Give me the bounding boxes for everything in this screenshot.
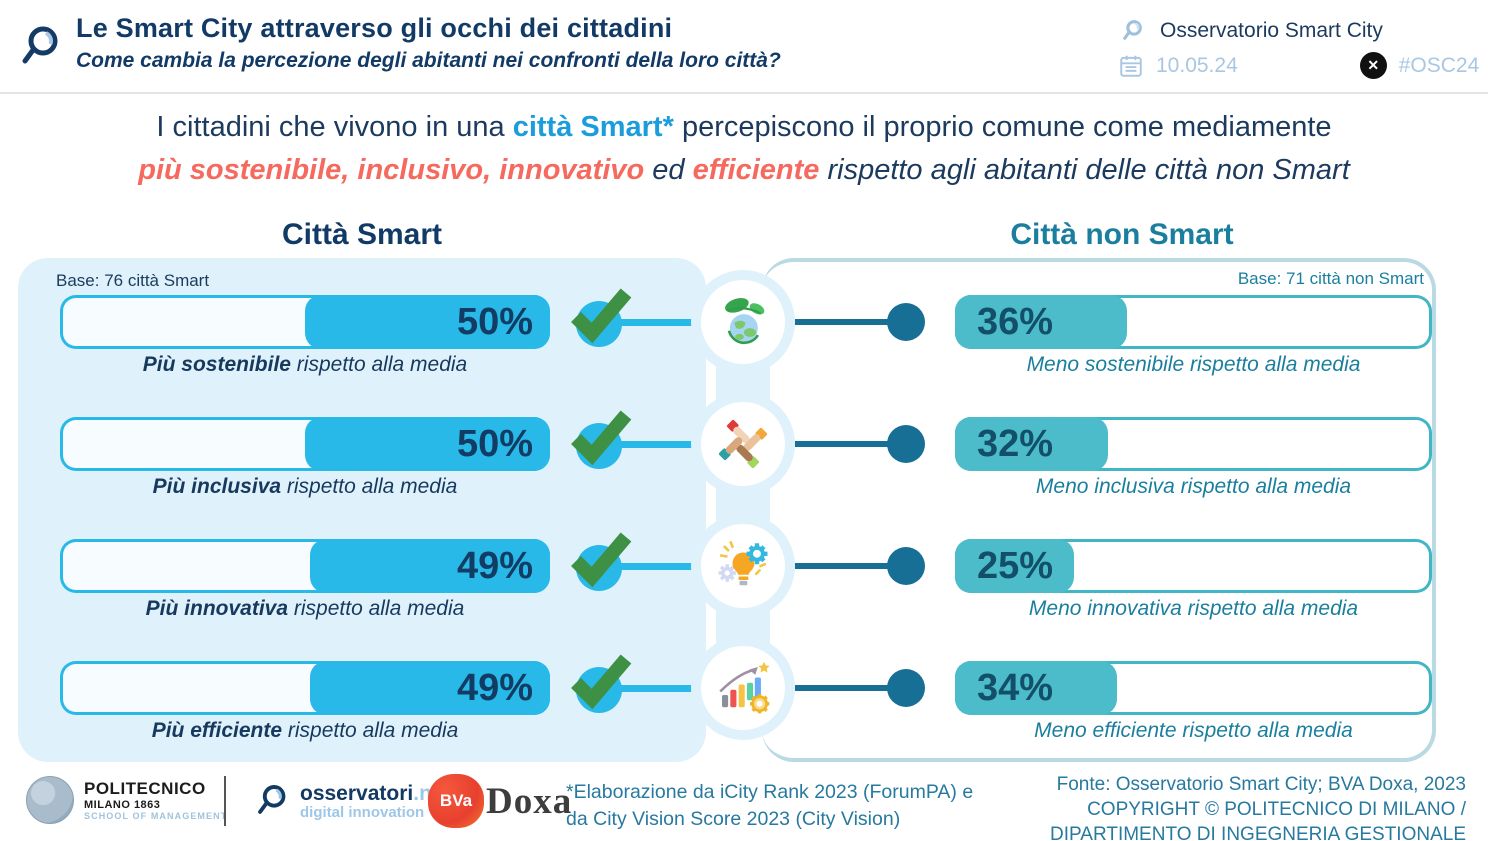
brand-name: Osservatorio Smart City	[1160, 19, 1383, 42]
x-logo-icon: ✕	[1359, 52, 1387, 79]
calendar-icon	[1120, 55, 1142, 77]
politecnico-name: POLITECNICO	[84, 779, 206, 798]
checkmark-icon	[571, 654, 632, 709]
smart-bar-label: Più inclusiva rispetto alla media	[152, 475, 458, 498]
nonsmart-bar-value: 25%	[977, 545, 1054, 587]
lightbulb-gears-icon	[718, 541, 768, 586]
bar-fill: 49%	[309, 539, 550, 593]
nonsmart-panel-border	[762, 258, 1436, 762]
politecnico-school: SCHOOL OF MANAGEMENT	[84, 811, 228, 821]
nonsmart-bar-innovativa: 25%	[955, 539, 1432, 593]
bar-fill: 49%	[309, 661, 550, 715]
source-text: Fonte: Osservatorio Smart City; BVA Doxa…	[1050, 774, 1466, 841]
smart-bar-label: Più efficiente rispetto alla media	[151, 719, 459, 742]
nonsmart-bar-value: 32%	[977, 423, 1054, 465]
intro-highlight-qualities: più sostenibile, inclusivo, innovativo	[138, 154, 645, 186]
page-title: Le Smart City attraverso gli occhi dei c…	[76, 13, 673, 43]
icon-circle	[701, 402, 785, 486]
smart-bar-sostenibile: 50%	[60, 295, 550, 349]
bar-fill: 34%	[955, 661, 1118, 715]
nonsmart-bar-inclusiva: 32%	[955, 417, 1432, 471]
intro-line-1: I cittadini che vivono in una città Smar…	[156, 111, 1332, 143]
footnote: *Elaborazione da iCity Rank 2023 (ForumP…	[566, 781, 974, 830]
smart-bar-value: 50%	[456, 423, 533, 465]
intro-line-2: più sostenibile, inclusivo, innovativo e…	[138, 154, 1350, 186]
magnifier-small-icon	[1123, 20, 1142, 40]
smart-bar-value: 49%	[456, 545, 533, 587]
nonsmart-bar-value: 36%	[977, 301, 1054, 343]
bar-fill: 25%	[955, 539, 1075, 593]
intro-text: I cittadini che vivono in una città Smar…	[0, 106, 1488, 192]
nonsmart-bar-label: Meno inclusiva rispetto alla media	[1035, 475, 1352, 498]
smart-bar-value: 50%	[456, 301, 533, 343]
nonsmart-column-title: Città non Smart	[1010, 218, 1234, 251]
row-efficiente: 49% Più efficiente rispetto alla media 3…	[0, 627, 1488, 749]
nonsmart-bar-label: Meno efficiente rispetto alla media	[1034, 719, 1353, 742]
smart-bar-value: 49%	[456, 667, 533, 709]
osservatori-logo: osservatori.net digital innovation	[250, 780, 451, 822]
bar-fill: 36%	[955, 295, 1127, 349]
connector-line-right	[795, 319, 891, 325]
connector-line-right	[795, 685, 891, 691]
connector-line-right	[795, 563, 891, 569]
globe-leaves-icon	[725, 298, 765, 345]
politecnico-seal-icon	[26, 776, 74, 824]
osservatori-subtitle: digital innovation	[300, 803, 425, 821]
checkmark-icon	[571, 532, 632, 587]
intro-highlight-smart: città Smart	[512, 111, 663, 143]
bar-fill: 50%	[305, 417, 550, 471]
smart-bar-innovativa: 49%	[60, 539, 550, 593]
bva-doxa-logo: BVa Doxa	[428, 774, 572, 828]
magnifier-logo-icon	[22, 26, 58, 64]
smart-base-label: Base: 76 città Smart	[56, 271, 210, 290]
connector-line-right	[795, 441, 891, 447]
brand-row: Osservatorio Smart City	[1118, 17, 1383, 45]
row-innovativa: 49% Più innovativa rispetto alla media	[0, 505, 1488, 627]
footer-divider	[224, 776, 226, 826]
osservatori-name: osservatori	[300, 781, 414, 805]
nonsmart-bar-value: 34%	[977, 667, 1054, 709]
header: Le Smart City attraverso gli occhi dei c…	[0, 0, 1488, 94]
smart-bar-efficiente: 49%	[60, 661, 550, 715]
connector-line-left	[620, 563, 696, 570]
hashtag-label: #OSC24	[1398, 53, 1480, 77]
connector-dot	[887, 303, 925, 341]
politecnico-milano: MILANO 1863	[84, 799, 161, 811]
magnifier-footer-icon	[258, 785, 286, 814]
politecnico-logo: POLITECNICO MILANO 1863 SCHOOL OF MANAGE…	[26, 776, 227, 824]
smart-bar-label: Più sostenibile rispetto alla media	[142, 353, 468, 376]
nonsmart-base-label: Base: 71 città non Smart	[1237, 269, 1424, 288]
smart-column-title: Città Smart	[281, 218, 443, 251]
connector-line-left	[620, 685, 696, 692]
connector-line-left	[620, 319, 696, 326]
meta-row: 10.05.24 ✕ #OSC24	[1118, 52, 1479, 79]
doxa-logo-text: Doxa	[486, 780, 573, 822]
growth-chart-icon	[719, 661, 770, 714]
row-sostenibile: 50% Più sostenibile rispetto alla media …	[0, 261, 1488, 383]
footer: POLITECNICO MILANO 1863 SCHOOL OF MANAGE…	[0, 766, 1488, 841]
smart-bar-label: Più innovativa rispetto alla media	[145, 597, 465, 620]
bar-fill: 32%	[955, 417, 1108, 471]
checkmark-icon	[571, 410, 632, 465]
nonsmart-bar-label: Meno innovativa rispetto alla media	[1028, 597, 1359, 620]
connector-line-left	[620, 441, 696, 448]
bar-fill: 50%	[305, 295, 550, 349]
nonsmart-bar-label: Meno sostenibile rispetto alla media	[1026, 353, 1361, 376]
nonsmart-bar-sostenibile: 36%	[955, 295, 1432, 349]
page-subtitle: Come cambia la percezione degli abitanti…	[76, 49, 781, 72]
smart-bar-inclusiva: 50%	[60, 417, 550, 471]
connector-dot	[887, 425, 925, 463]
connector-dot	[887, 547, 925, 585]
checkmark-icon	[571, 288, 632, 343]
date-label: 10.05.24	[1156, 53, 1238, 77]
nonsmart-bar-efficiente: 34%	[955, 661, 1432, 715]
bva-logo-icon: BVa	[428, 774, 484, 828]
joined-hands-icon	[718, 419, 768, 469]
connector-dot	[887, 669, 925, 707]
row-inclusiva: 50% Più inclusiva rispetto alla media 32…	[0, 383, 1488, 505]
intro-highlight-efficiente: efficiente	[692, 154, 820, 186]
